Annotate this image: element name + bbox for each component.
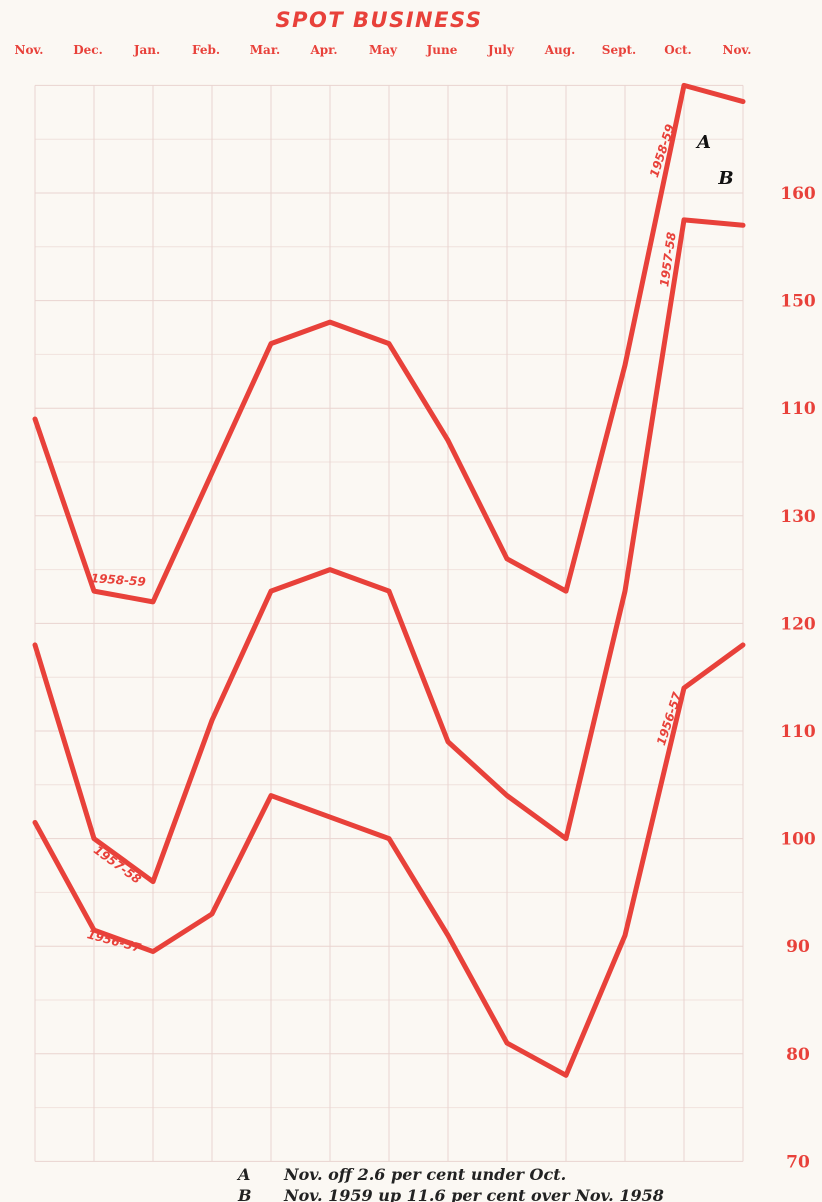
month-label: Dec. [73,43,103,57]
annotation-marker-b: B [717,168,733,189]
month-label: Oct. [664,43,691,57]
series-lines [32,82,746,1078]
month-label: Mar. [250,43,280,57]
series-label: 1956-57 [654,690,685,747]
footnote-marker-b: B [237,1186,252,1202]
month-label: Sept. [602,43,636,57]
month-label: June [426,43,458,57]
chart-title: SPOT BUSINESS [276,8,483,32]
series-line-1957-58 [32,217,746,885]
y-tick-label: 70 [786,1152,810,1172]
annotation-marker-a: A [695,132,711,153]
series-label: 1958-59 [90,571,146,589]
y-tick-label: 160 [780,184,816,204]
y-tick-label: 130 [780,507,816,527]
series-labels: 1958-591958-591957-581957-581956-571956-… [86,122,685,955]
series-line-1956-57 [32,642,746,1078]
month-label: Feb. [192,43,220,57]
month-label: May [369,43,398,57]
month-label: July [487,43,515,57]
y-tick-label: 90 [786,937,810,957]
y-tick-label: 100 [780,830,816,850]
month-label: Jan. [133,43,160,57]
y-tick-label: 80 [786,1045,810,1065]
footnote-marker-a: A [236,1165,250,1184]
series-line-1958-59 [32,82,746,605]
month-label: Nov. [723,43,752,57]
series-label: 1957-58 [91,843,144,887]
footnote-text-a: Nov. off 2.6 per cent under Oct. [283,1165,566,1184]
y-tick-label: 110 [780,722,816,742]
month-label: Nov. [15,43,44,57]
y-tick-label: 120 [780,614,816,634]
series-label: 1958-59 [647,122,677,179]
y-tick-label: 110 [780,399,816,419]
footnote-text-b: Nov. 1959 up 11.6 per cent over Nov. 195… [283,1186,664,1202]
month-label: Aug. [544,43,576,57]
chart-grid [34,84,744,1162]
y-axis-tick-labels: 160 150 110 130 120 110 100 90 80 70 [780,184,816,1172]
month-axis-labels: Nov. Dec. Jan. Feb. Mar. Apr. May June July Aug. S… [15,43,752,57]
y-tick-label: 150 [780,292,816,312]
month-label: Apr. [309,43,337,57]
